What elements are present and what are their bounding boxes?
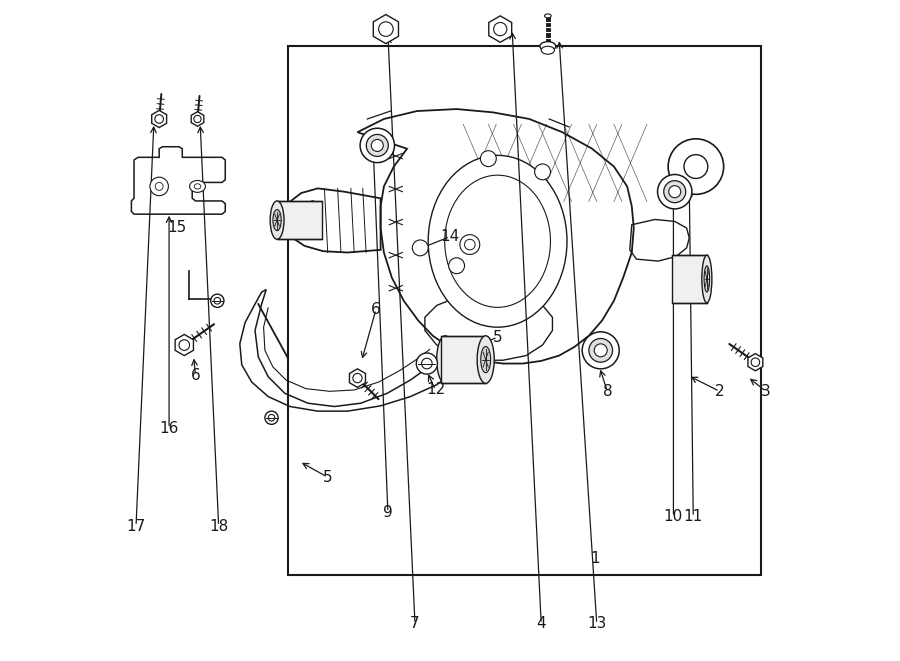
Text: 18: 18 [209,519,229,533]
Bar [288,46,760,575]
Text: 16: 16 [159,421,179,436]
Circle shape [179,340,190,350]
Ellipse shape [541,46,554,54]
Circle shape [663,180,686,203]
Circle shape [372,139,383,151]
Circle shape [582,332,619,369]
Ellipse shape [481,346,491,373]
Circle shape [668,139,724,194]
Circle shape [481,151,496,167]
Ellipse shape [194,184,201,189]
Circle shape [353,373,362,383]
Polygon shape [191,112,203,126]
Text: 12: 12 [426,383,446,397]
Circle shape [211,294,224,307]
Polygon shape [748,354,763,371]
Circle shape [658,175,692,209]
Ellipse shape [190,180,205,192]
Text: 5: 5 [323,470,332,485]
Text: 11: 11 [684,510,703,524]
Circle shape [194,115,201,123]
Circle shape [265,411,278,424]
Ellipse shape [674,255,684,303]
Circle shape [360,128,394,163]
Circle shape [412,240,428,256]
Text: 13: 13 [587,617,607,631]
Circle shape [464,239,475,250]
Ellipse shape [428,155,567,327]
Ellipse shape [544,14,551,18]
Text: 4: 4 [536,617,546,631]
Ellipse shape [445,175,551,307]
Text: 9: 9 [383,505,392,520]
Circle shape [669,186,680,198]
Polygon shape [176,334,194,356]
Circle shape [594,344,608,357]
Circle shape [449,258,464,274]
Text: 2: 2 [715,384,724,399]
Ellipse shape [540,42,556,51]
Circle shape [417,353,437,374]
Circle shape [589,338,613,362]
Text: 15: 15 [167,220,186,235]
Ellipse shape [477,336,494,383]
Text: 10: 10 [664,510,683,524]
Text: 1: 1 [590,551,600,566]
Ellipse shape [273,210,281,231]
Circle shape [535,164,551,180]
Circle shape [366,134,388,157]
Ellipse shape [270,201,284,239]
Text: 6: 6 [191,368,201,383]
Text: 3: 3 [761,384,770,399]
FancyBboxPatch shape [441,336,486,383]
Circle shape [155,182,163,190]
Text: 7: 7 [410,617,419,631]
Circle shape [150,177,168,196]
Text: 6: 6 [371,302,381,317]
FancyBboxPatch shape [277,201,321,239]
Circle shape [214,297,220,304]
Ellipse shape [702,255,712,303]
Text: 17: 17 [126,519,146,533]
Polygon shape [349,369,365,387]
Ellipse shape [436,336,454,383]
Circle shape [684,155,707,178]
Polygon shape [374,15,399,44]
Circle shape [460,235,480,254]
Circle shape [421,358,432,369]
Polygon shape [489,16,512,42]
Ellipse shape [704,266,709,292]
Text: 5: 5 [493,330,502,344]
Text: 14: 14 [440,229,460,244]
Circle shape [493,22,507,36]
Polygon shape [152,110,166,128]
Circle shape [155,115,164,124]
Ellipse shape [306,201,319,239]
FancyBboxPatch shape [671,255,706,303]
Circle shape [379,22,393,36]
Circle shape [752,358,760,366]
Text: 8: 8 [602,384,612,399]
Circle shape [268,414,274,421]
